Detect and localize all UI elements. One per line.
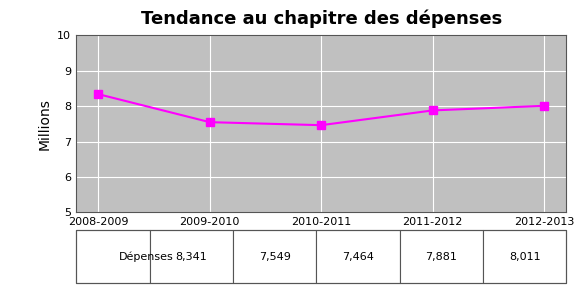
Title: Tendance au chapitre des dépenses: Tendance au chapitre des dépenses [141,10,502,28]
Text: 7,881: 7,881 [426,252,457,262]
Text: 7,464: 7,464 [342,252,374,262]
Y-axis label: Millions: Millions [37,98,51,150]
Text: 8,341: 8,341 [175,252,207,262]
Text: 8,011: 8,011 [509,252,541,262]
Text: Dépenses: Dépenses [119,251,173,262]
Text: 7,549: 7,549 [259,252,290,262]
